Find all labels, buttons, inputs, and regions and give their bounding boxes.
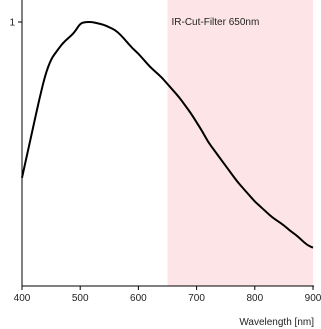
response-curve — [21, 21, 314, 249]
x-tick-label: 700 — [188, 293, 205, 304]
x-tick-label: 500 — [72, 293, 89, 304]
filter-shade-region — [167, 0, 313, 286]
y-tick-label: 1 — [9, 18, 15, 29]
x-tick-label: 600 — [130, 293, 147, 304]
x-tick-label: 800 — [246, 293, 263, 304]
x-tick-label: 400 — [14, 293, 31, 304]
x-axis-title: Wavelength [nm] — [239, 317, 314, 328]
filter-annotation-label: IR-Cut-Filter 650nm — [172, 17, 260, 28]
x-tick-label: 900 — [305, 293, 321, 304]
